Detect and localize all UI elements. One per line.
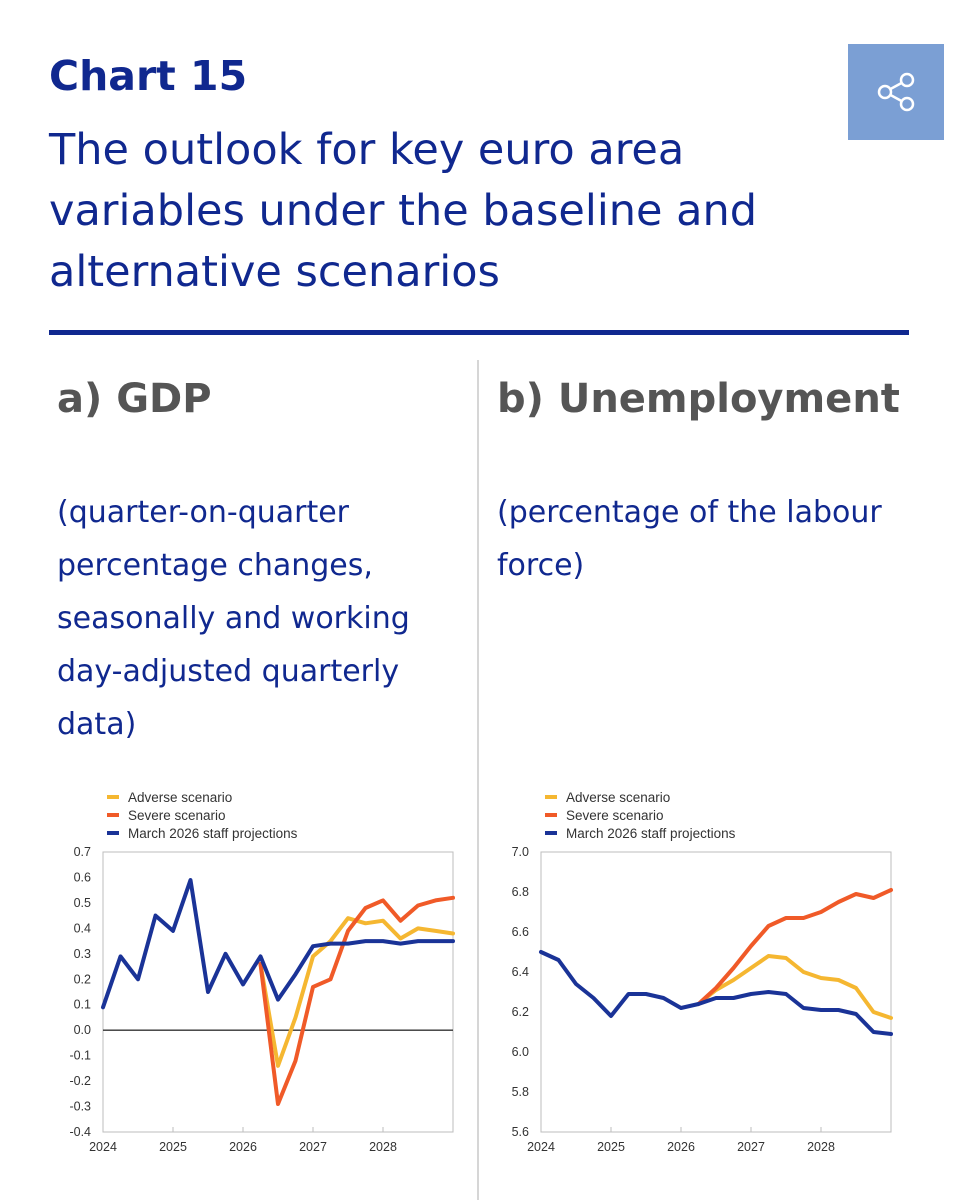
- legend-label: March 2026 staff projections: [128, 826, 298, 841]
- severe-scenario-line: [696, 888, 893, 1006]
- x-tick-label: 2028: [369, 1140, 397, 1154]
- y-tick-label: 6.0: [512, 1045, 529, 1059]
- x-tick-label: 2025: [159, 1140, 187, 1154]
- y-tick-label: -0.1: [69, 1049, 91, 1063]
- y-tick-label: 0.0: [74, 1023, 91, 1037]
- panel-b-title: b) Unemployment: [497, 376, 900, 422]
- y-tick-label: 6.2: [512, 1005, 529, 1019]
- legend-label: Adverse scenario: [566, 790, 670, 805]
- y-tick-label: 0.2: [74, 972, 91, 986]
- x-tick-label: 2026: [229, 1140, 257, 1154]
- chart-label: Chart 15: [49, 52, 248, 100]
- y-tick-label: 0.5: [74, 896, 91, 910]
- legend-label: Adverse scenario: [128, 790, 232, 805]
- x-tick-label: 2024: [89, 1140, 117, 1154]
- chart-title: The outlook for key euro area variables …: [49, 125, 758, 297]
- y-tick-label: 6.8: [512, 885, 529, 899]
- y-tick-label: 0.4: [74, 921, 91, 935]
- y-tick-label: 0.1: [74, 998, 91, 1012]
- y-tick-label: -0.2: [69, 1074, 91, 1088]
- x-tick-label: 2027: [737, 1140, 765, 1154]
- share-button[interactable]: [848, 44, 944, 140]
- title-divider: [49, 330, 909, 335]
- y-tick-label: 5.6: [512, 1125, 529, 1139]
- march-2026-staff-projections-line: [101, 878, 455, 1010]
- y-tick-label: -0.3: [69, 1100, 91, 1114]
- unemployment-chart: Adverse scenario Severe scenario March 202…: [512, 790, 893, 1154]
- panel-a-subtitle: (quarter-on-quarter percentage changes, …: [57, 495, 410, 742]
- y-tick-label: 6.6: [512, 925, 529, 939]
- legend-label: Severe scenario: [566, 808, 664, 823]
- legend-label: Severe scenario: [128, 808, 226, 823]
- y-tick-label: 0.7: [74, 845, 91, 859]
- y-tick-label: 6.4: [512, 965, 529, 979]
- severe-scenario-line: [258, 895, 455, 1106]
- adverse-scenario-line: [696, 954, 893, 1020]
- x-tick-label: 2027: [299, 1140, 327, 1154]
- legend-label: March 2026 staff projections: [566, 826, 736, 841]
- gdp-chart: Adverse scenario Severe scenario March 202…: [69, 790, 455, 1154]
- panel-a-title: a) GDP: [57, 376, 212, 422]
- y-tick-label: -0.4: [69, 1125, 91, 1139]
- x-tick-label: 2028: [807, 1140, 835, 1154]
- y-tick-label: 7.0: [512, 845, 529, 859]
- x-tick-label: 2024: [527, 1140, 555, 1154]
- panel-divider: [477, 360, 479, 1200]
- share-icon: [877, 72, 915, 112]
- y-tick-label: 0.3: [74, 947, 91, 961]
- x-tick-label: 2025: [597, 1140, 625, 1154]
- march-2026-staff-projections-line: [539, 950, 893, 1036]
- plot-frame: [102, 851, 454, 1133]
- x-tick-label: 2026: [667, 1140, 695, 1154]
- y-tick-label: 0.6: [74, 870, 91, 884]
- panel-b-subtitle: (percentage of the labour force): [497, 495, 882, 583]
- plot-frame: [540, 851, 892, 1133]
- y-tick-label: 5.8: [512, 1085, 529, 1099]
